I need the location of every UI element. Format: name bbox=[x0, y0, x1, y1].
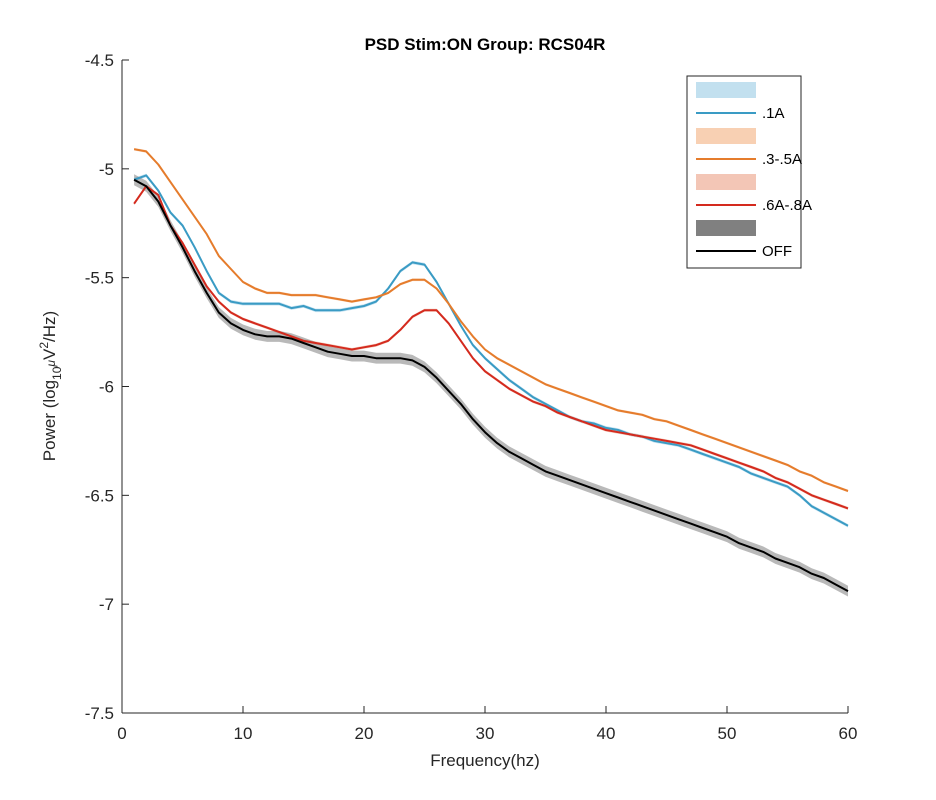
x-tick-label: 60 bbox=[839, 724, 858, 743]
x-tick-label: 20 bbox=[355, 724, 374, 743]
series-line-1a bbox=[133, 174, 849, 527]
series-line-6a-8a bbox=[133, 185, 849, 510]
legend-band-swatch bbox=[696, 220, 756, 236]
legend-items: .1A .3-.5A .6A-.8A OFF bbox=[696, 82, 812, 260]
x-tick-label: 50 bbox=[718, 724, 737, 743]
x-tick-label: 0 bbox=[117, 724, 126, 743]
legend-band-swatch bbox=[696, 174, 756, 190]
x-axis-label: Frequency(hz) bbox=[430, 751, 540, 770]
y-label-unit: V bbox=[40, 348, 59, 360]
legend-label-6a-8a: .6A-.8A bbox=[762, 197, 812, 214]
y-label-subscript: 10 bbox=[50, 366, 64, 380]
y-axis-label: Power (log10μV2/Hz) bbox=[37, 311, 64, 461]
y-tick-label: -5 bbox=[99, 160, 114, 179]
y-label-prefix: Power (log bbox=[40, 380, 59, 461]
legend-band-swatch bbox=[696, 82, 756, 98]
x-ticks: 0 10 20 30 40 50 60 bbox=[117, 706, 857, 743]
legend-label-3-5a: .3-.5A bbox=[762, 151, 802, 168]
y-tick-label: -7 bbox=[99, 595, 114, 614]
y-label-suffix: /Hz) bbox=[40, 311, 59, 342]
y-tick-label: -4.5 bbox=[85, 51, 114, 70]
y-label-mu: μ bbox=[44, 360, 58, 368]
x-tick-label: 30 bbox=[476, 724, 495, 743]
series-lines bbox=[133, 148, 849, 592]
y-tick-label: -6 bbox=[99, 378, 114, 397]
x-tick-label: 40 bbox=[597, 724, 616, 743]
y-tick-label: -7.5 bbox=[85, 704, 114, 723]
x-tick-label: 10 bbox=[234, 724, 253, 743]
series-line-off bbox=[133, 178, 849, 592]
series-line-3-5a bbox=[133, 148, 849, 492]
band-off bbox=[134, 174, 849, 597]
legend-label-off: OFF bbox=[762, 243, 792, 260]
legend-label-1a: .1A bbox=[762, 105, 785, 122]
legend-band-swatch bbox=[696, 128, 756, 144]
y-ticks: -4.5 -5 -5.5 -6 -6.5 -7 -7.5 bbox=[85, 51, 129, 723]
y-tick-label: -5.5 bbox=[85, 269, 114, 288]
y-label-superscript: 2 bbox=[37, 342, 51, 349]
y-tick-label: -6.5 bbox=[85, 486, 114, 505]
chart-title: PSD Stim:ON Group: RCS04R bbox=[365, 35, 606, 54]
legend: .1A .3-.5A .6A-.8A OFF bbox=[686, 75, 812, 269]
